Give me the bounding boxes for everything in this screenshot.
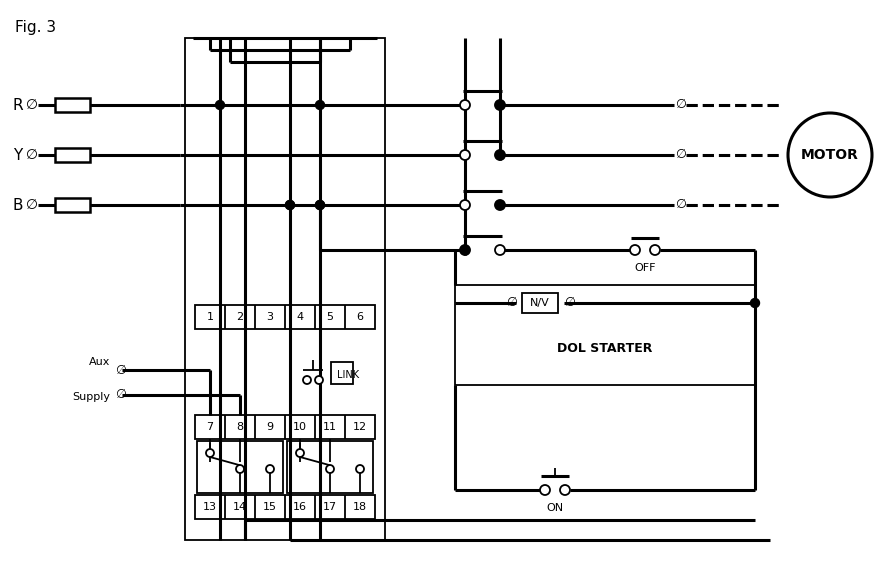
Circle shape xyxy=(495,150,505,160)
Circle shape xyxy=(326,465,334,473)
Circle shape xyxy=(236,465,244,473)
Text: DOL STARTER: DOL STARTER xyxy=(558,343,653,355)
Circle shape xyxy=(286,200,295,210)
Text: 15: 15 xyxy=(263,502,277,512)
Bar xyxy=(195,495,375,519)
Circle shape xyxy=(560,485,570,495)
Text: ∅: ∅ xyxy=(115,388,125,401)
Text: 10: 10 xyxy=(293,422,307,432)
Text: ∅: ∅ xyxy=(675,149,686,161)
Bar xyxy=(55,148,90,162)
Circle shape xyxy=(315,376,323,384)
Text: ON: ON xyxy=(546,503,564,513)
Text: 2: 2 xyxy=(236,312,243,322)
Text: 5: 5 xyxy=(327,312,334,322)
Text: 14: 14 xyxy=(233,502,247,512)
Circle shape xyxy=(315,100,324,109)
Circle shape xyxy=(495,200,505,210)
Text: Aux: Aux xyxy=(89,357,110,367)
Circle shape xyxy=(356,465,364,473)
Circle shape xyxy=(630,245,640,255)
Bar xyxy=(195,415,375,439)
Text: ∅: ∅ xyxy=(675,199,686,211)
Text: ∅: ∅ xyxy=(675,98,686,112)
Text: MOTOR: MOTOR xyxy=(801,148,859,162)
Circle shape xyxy=(460,245,470,255)
Text: 9: 9 xyxy=(266,422,274,432)
Text: Supply: Supply xyxy=(72,392,110,402)
Text: 11: 11 xyxy=(323,422,337,432)
Text: 17: 17 xyxy=(323,502,337,512)
Text: OFF: OFF xyxy=(634,263,655,273)
Bar xyxy=(185,38,385,540)
Text: R: R xyxy=(12,97,23,112)
Text: B: B xyxy=(12,198,23,213)
Circle shape xyxy=(266,465,274,473)
Bar xyxy=(522,293,558,313)
Text: 18: 18 xyxy=(353,502,367,512)
Circle shape xyxy=(496,200,504,210)
Circle shape xyxy=(296,449,304,457)
Text: 12: 12 xyxy=(353,422,367,432)
Text: 1: 1 xyxy=(207,312,213,322)
Bar xyxy=(287,441,373,493)
Circle shape xyxy=(495,245,505,255)
Circle shape xyxy=(315,200,324,210)
Text: ∅: ∅ xyxy=(564,297,575,309)
Bar xyxy=(55,198,90,212)
Circle shape xyxy=(216,100,225,109)
Text: ∅: ∅ xyxy=(26,98,38,112)
Bar xyxy=(455,285,755,385)
Text: 8: 8 xyxy=(236,422,243,432)
Text: LINK: LINK xyxy=(337,370,359,380)
Bar xyxy=(331,362,353,384)
Text: ∅: ∅ xyxy=(115,363,125,377)
Circle shape xyxy=(460,150,470,160)
Circle shape xyxy=(315,200,324,210)
Text: 4: 4 xyxy=(297,312,304,322)
Text: Fig. 3: Fig. 3 xyxy=(15,20,56,35)
Text: ∅: ∅ xyxy=(505,297,517,309)
Text: 7: 7 xyxy=(206,422,213,432)
Text: ∅: ∅ xyxy=(26,198,38,212)
Circle shape xyxy=(460,200,470,210)
Circle shape xyxy=(461,245,470,255)
Bar xyxy=(197,441,283,493)
Circle shape xyxy=(206,449,214,457)
Bar xyxy=(55,98,90,112)
Text: Y: Y xyxy=(13,147,22,162)
Circle shape xyxy=(495,100,505,110)
Text: 16: 16 xyxy=(293,502,307,512)
Circle shape xyxy=(540,485,550,495)
Circle shape xyxy=(750,298,759,308)
Circle shape xyxy=(286,200,295,210)
Circle shape xyxy=(650,245,660,255)
Circle shape xyxy=(460,100,470,110)
Text: N/V: N/V xyxy=(530,298,550,308)
Text: 13: 13 xyxy=(203,502,217,512)
Text: 6: 6 xyxy=(356,312,363,322)
Circle shape xyxy=(496,150,504,160)
Bar xyxy=(195,305,375,329)
Text: 3: 3 xyxy=(266,312,274,322)
Circle shape xyxy=(303,376,311,384)
Text: ∅: ∅ xyxy=(26,148,38,162)
Circle shape xyxy=(496,100,504,109)
